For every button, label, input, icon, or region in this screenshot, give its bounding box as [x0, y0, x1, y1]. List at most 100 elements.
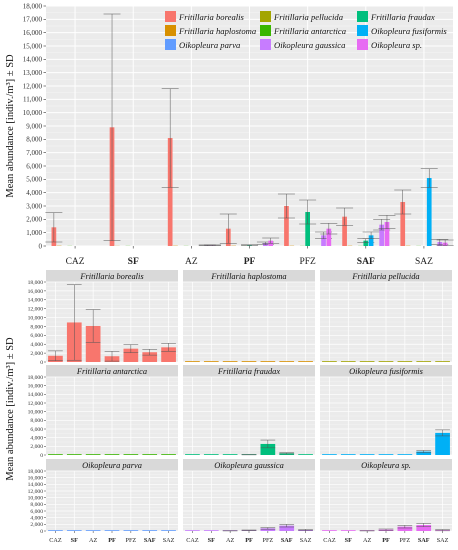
- legend-item: Oikopleura parva: [165, 39, 240, 50]
- facet-bar: [185, 530, 200, 531]
- top-ytick-label: 9,000: [26, 122, 42, 130]
- facet-x-category: AZ: [226, 537, 234, 544]
- top-bar: [379, 224, 385, 246]
- top-ytick-label: 17,000: [23, 16, 43, 24]
- legend-swatch: [357, 11, 368, 22]
- facet-panel: Oikopleura gaussica CAZ SF AZ PF PFZ SAF SAZ: [183, 459, 315, 544]
- facet-bar: [435, 361, 450, 362]
- top-ytick-label: 18,000: [23, 2, 43, 10]
- facet-panel: Fritillaria borealis 0 2,000 4,000 6,000 8,00…: [28, 270, 178, 366]
- facet-x-category: CAZ: [323, 537, 336, 544]
- legend-label: Fritillaria fraudax: [370, 12, 435, 22]
- facet-bar: [260, 528, 276, 531]
- facet-bar: [416, 361, 432, 362]
- facet-ytick-label: 4,000: [30, 436, 43, 442]
- facet-strip: [183, 459, 315, 471]
- facet-bar: [378, 454, 394, 455]
- facet-ytick-label: 12,000: [28, 489, 44, 495]
- top-ytick-label: 5,000: [26, 176, 42, 184]
- top-ytick-label: 4,000: [26, 189, 42, 197]
- top-bar: [384, 222, 390, 246]
- top-ytick-label: 6,000: [26, 162, 42, 170]
- facet-x-category: PF: [245, 537, 253, 544]
- facet-ytick-label: 8,000: [30, 502, 43, 508]
- legend-swatch: [357, 39, 368, 50]
- facet-bar: [85, 530, 101, 531]
- facet-title: Fritillaria fraudax: [217, 367, 280, 376]
- top-bar: [326, 228, 332, 246]
- facet-bar: [397, 454, 413, 455]
- facet-bar: [241, 361, 257, 362]
- facet-bar: [416, 525, 432, 531]
- facet-ytick-label: 18,000: [28, 280, 44, 286]
- facet-y-axis-label: Mean abundance [indiv./m³] ± SD: [5, 337, 16, 481]
- facet-strip: [320, 459, 452, 471]
- facet-bar: [397, 526, 413, 531]
- top-bar: [305, 212, 310, 246]
- facet-ytick-label: 0: [40, 529, 43, 535]
- facet-title: Fritillaria antarctica: [76, 367, 147, 376]
- top-ytick-label: 14,000: [23, 56, 43, 64]
- top-bar: [167, 138, 173, 246]
- facet-panel: Fritillaria pellucida: [320, 270, 452, 363]
- top-x-category: CAZ: [66, 257, 85, 267]
- facet-strip: [320, 270, 452, 282]
- top-bar: [368, 235, 374, 246]
- facet-title: Fritillaria haplostoma: [210, 272, 286, 281]
- top-bar: [400, 202, 406, 246]
- facet-x-category: AZ: [363, 537, 371, 544]
- facet-bar: [260, 443, 276, 455]
- top-x-category: SAZ: [415, 257, 433, 267]
- facet-x-category: CAZ: [49, 537, 62, 544]
- facet-bar: [85, 454, 101, 455]
- facet-bar: [359, 454, 375, 455]
- top-ytick-label: 8,000: [26, 136, 42, 144]
- legend-label: Fritillaria antarctica: [273, 26, 346, 36]
- facet-panel: Fritillaria haplostoma: [183, 270, 315, 363]
- legend-item: Fritillaria haplostoma: [165, 25, 256, 36]
- facet-x-category: SAZ: [300, 537, 312, 544]
- legend-item: Fritillaria fraudax: [357, 11, 435, 22]
- facet-strip: [320, 365, 452, 377]
- facet-x-category: SAZ: [163, 537, 175, 544]
- facet-ytick-label: 8,000: [30, 324, 43, 330]
- top-ytick-label: 7,000: [26, 149, 42, 157]
- facet-ytick-label: 6,000: [30, 509, 43, 515]
- top-bar: [284, 206, 289, 246]
- legend-swatch: [260, 25, 271, 36]
- facet-bar: [185, 454, 200, 455]
- facet-strip: [46, 270, 178, 282]
- facet-bar: [203, 530, 219, 531]
- facet-chart: Mean abundance [indiv./m³] ± SD Fritillar…: [5, 270, 452, 544]
- facet-ytick-label: 12,000: [28, 307, 44, 313]
- facet-ytick-label: 18,000: [28, 375, 44, 381]
- legend-swatch: [165, 39, 176, 50]
- facet-ytick-label: 18,000: [28, 469, 44, 475]
- facet-ytick-label: 6,000: [30, 333, 43, 339]
- facet-bar: [279, 525, 295, 531]
- facet-x-category: SAF: [418, 537, 430, 544]
- facet-bar: [142, 454, 158, 455]
- top-chart: 0 1,000 2,000 3,000 4,000 5,000 6,000 7,000 8,00…: [5, 2, 454, 267]
- top-ytick-label: 11,000: [23, 96, 42, 104]
- facet-bar: [123, 348, 139, 362]
- facet-bar: [359, 361, 375, 362]
- legend-swatch: [165, 11, 176, 22]
- facet-x-category: SAZ: [437, 537, 449, 544]
- facet-bar: [161, 347, 176, 362]
- legend-item: Oikopleura fusiformis: [357, 25, 447, 36]
- facet-panel: Fritillaria antarctica 0 2,000 4,000 6,000 8,…: [28, 365, 178, 459]
- facet-bar: [161, 530, 176, 531]
- facet-title: Oikopleura gaussica: [214, 461, 284, 470]
- legend-item: Fritillaria antarctica: [260, 25, 346, 36]
- top-ytick-label: 1,000: [26, 229, 42, 237]
- top-x-category: SAF: [357, 257, 375, 267]
- legend-label: Oikopleura parva: [179, 40, 240, 50]
- facet-bar: [322, 361, 337, 362]
- facet-bar: [378, 361, 394, 362]
- top-x-category: SF: [128, 257, 139, 267]
- legend-label: Oikopleura fusiformis: [371, 26, 447, 36]
- facet-bar: [48, 530, 63, 531]
- facet-ytick-label: 10,000: [28, 496, 44, 502]
- facet-x-category: PFZ: [400, 537, 411, 544]
